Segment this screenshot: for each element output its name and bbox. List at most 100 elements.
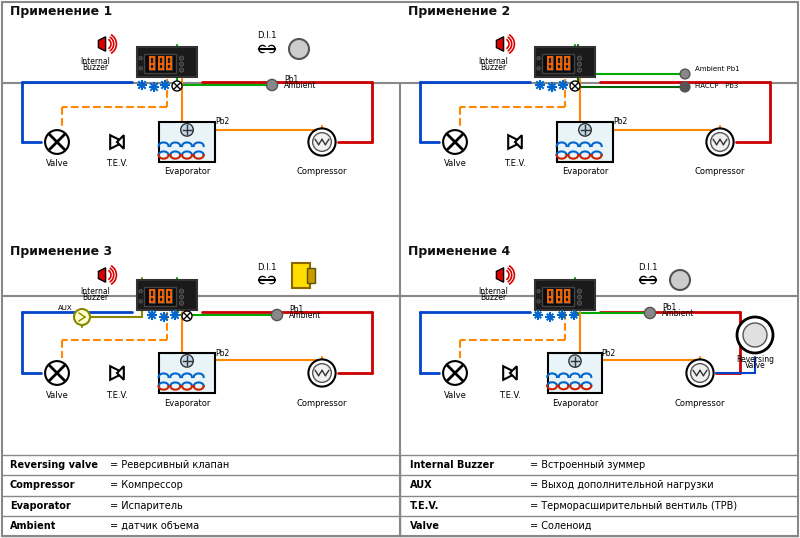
Text: Compressor: Compressor (10, 480, 75, 490)
Circle shape (670, 270, 690, 290)
Bar (547, 56, 553, 70)
Circle shape (139, 67, 142, 70)
Polygon shape (508, 135, 522, 149)
Polygon shape (503, 366, 517, 380)
Circle shape (74, 309, 90, 325)
Text: Valve: Valve (745, 362, 766, 371)
Text: T.E.V.: T.E.V. (106, 391, 128, 400)
Bar (158, 56, 163, 70)
Polygon shape (117, 366, 124, 380)
Circle shape (686, 359, 714, 387)
Circle shape (443, 361, 467, 385)
Polygon shape (515, 135, 522, 149)
Circle shape (271, 309, 282, 321)
Text: Compressor: Compressor (297, 399, 347, 407)
Circle shape (45, 130, 69, 154)
Text: = Реверсивный клапан: = Реверсивный клапан (110, 460, 230, 470)
Text: Internal: Internal (478, 287, 508, 296)
Text: AUX: AUX (410, 480, 433, 490)
Text: Применение 4: Применение 4 (408, 245, 510, 258)
Circle shape (172, 81, 182, 91)
Text: Pb1: Pb1 (289, 306, 303, 315)
Text: D.I.1: D.I.1 (638, 263, 658, 272)
Text: Buzzer: Buzzer (480, 294, 506, 302)
Circle shape (706, 129, 734, 155)
Circle shape (578, 301, 582, 305)
Text: Valve: Valve (443, 159, 466, 168)
Circle shape (266, 80, 278, 90)
Circle shape (179, 289, 183, 293)
Bar (535, 280, 594, 310)
Circle shape (313, 364, 331, 383)
Polygon shape (98, 37, 106, 51)
Circle shape (179, 301, 183, 305)
Text: Применение 3: Применение 3 (10, 245, 112, 258)
Polygon shape (110, 135, 124, 149)
Text: D.I.1: D.I.1 (258, 263, 277, 272)
Text: T.E.V.: T.E.V. (504, 159, 526, 168)
Bar (557, 122, 613, 162)
Circle shape (181, 124, 194, 136)
Circle shape (308, 359, 336, 387)
Bar (643, 278, 653, 282)
Text: Pb1: Pb1 (284, 74, 298, 83)
Text: Evaporator: Evaporator (164, 399, 210, 407)
Polygon shape (510, 366, 517, 380)
Circle shape (710, 133, 730, 151)
Circle shape (680, 82, 690, 92)
Circle shape (569, 355, 581, 367)
Text: Pb2: Pb2 (215, 349, 229, 357)
Text: = Терморасширительный вентиль (ТРВ): = Терморасширительный вентиль (ТРВ) (530, 501, 737, 511)
Circle shape (578, 62, 582, 66)
Text: Valve: Valve (443, 391, 466, 400)
Bar (138, 47, 197, 77)
Bar (556, 289, 562, 303)
Bar (542, 54, 574, 73)
Text: Valve: Valve (46, 391, 69, 400)
Circle shape (268, 277, 275, 284)
Text: Evaporator: Evaporator (164, 167, 210, 176)
Text: Ambient: Ambient (10, 521, 56, 531)
Text: Pb2: Pb2 (601, 350, 615, 358)
Circle shape (268, 45, 275, 53)
Text: D.I.1: D.I.1 (258, 31, 277, 39)
Text: HACCP   Pb3: HACCP Pb3 (695, 83, 738, 89)
Bar (149, 289, 155, 303)
Text: Internal: Internal (478, 56, 508, 66)
Circle shape (645, 307, 656, 318)
Bar (166, 289, 172, 303)
Bar (307, 268, 315, 283)
Text: Применение 1: Применение 1 (10, 5, 112, 18)
Text: Internal Buzzer: Internal Buzzer (410, 460, 494, 470)
Text: Evaporator: Evaporator (562, 167, 608, 176)
Circle shape (139, 289, 142, 293)
Circle shape (139, 56, 142, 60)
Circle shape (179, 68, 183, 72)
Circle shape (578, 295, 582, 299)
Circle shape (182, 311, 192, 321)
Bar (159, 353, 215, 393)
Circle shape (139, 300, 142, 303)
Text: Buzzer: Buzzer (480, 62, 506, 72)
Bar (166, 56, 172, 70)
Bar (262, 278, 271, 282)
Bar (564, 56, 570, 70)
Circle shape (45, 361, 69, 385)
Text: = Выход дополнительной нагрузки: = Выход дополнительной нагрузки (530, 480, 714, 490)
Bar (144, 287, 176, 306)
Bar (149, 56, 155, 70)
Circle shape (578, 124, 591, 136)
Circle shape (537, 56, 540, 60)
Text: T.E.V.: T.E.V. (106, 159, 128, 168)
Circle shape (690, 364, 710, 383)
Text: = Встроенный зуммер: = Встроенный зуммер (530, 460, 646, 470)
Bar (144, 54, 176, 73)
Bar (535, 47, 594, 77)
Text: Evaporator: Evaporator (10, 501, 70, 511)
Text: = датчик объема: = датчик объема (110, 521, 199, 531)
Circle shape (649, 277, 656, 284)
Text: T.E.V.: T.E.V. (410, 501, 439, 511)
Bar (548, 353, 602, 393)
Circle shape (179, 295, 183, 299)
Bar (138, 280, 197, 310)
